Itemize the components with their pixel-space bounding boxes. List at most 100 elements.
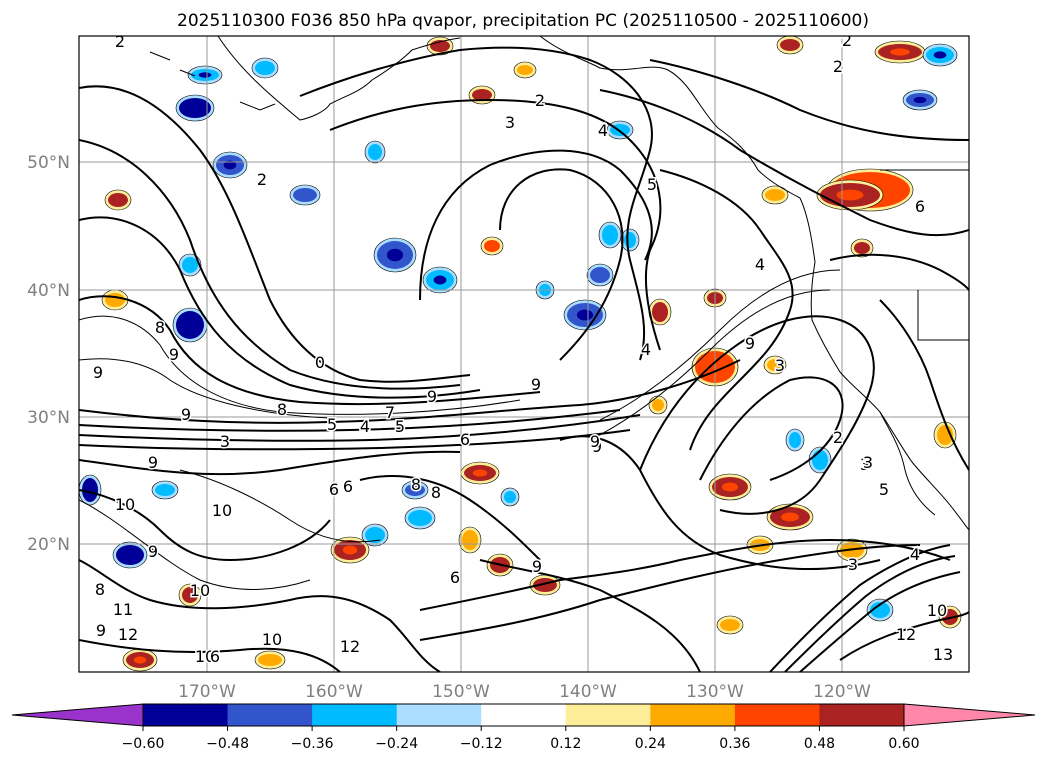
colorbar xyxy=(11,703,1036,727)
contour-line xyxy=(799,571,961,672)
precip-patch xyxy=(293,188,317,202)
precip-core xyxy=(472,469,488,477)
figure-title: 2025110300 F036 850 hPa qvapor, precipit… xyxy=(177,11,869,31)
colorbar-segment xyxy=(565,704,651,726)
lon-label: 120°W xyxy=(813,682,871,702)
colorbar-tick-label: 0.12 xyxy=(550,736,581,752)
precip-core xyxy=(721,482,739,492)
precip-core xyxy=(198,72,212,78)
contour-line xyxy=(839,611,969,661)
contour-label: 12 xyxy=(896,625,916,644)
contour-label: 3 xyxy=(505,113,515,132)
contour-line xyxy=(79,639,341,672)
coastlines xyxy=(149,36,969,531)
colorbar-tick-label: 0.36 xyxy=(719,736,750,752)
contour-label: 4 xyxy=(755,255,765,274)
contour-label: 9 xyxy=(148,542,158,561)
contour-label: 9 xyxy=(531,375,541,394)
colorbar-tick-label: 0.60 xyxy=(888,736,919,752)
contour-label: 8 xyxy=(155,318,165,337)
contour-label: 4 xyxy=(910,545,920,564)
precip-patch xyxy=(504,491,516,503)
precip-patch xyxy=(368,144,382,160)
contour-line xyxy=(639,315,875,515)
precip-patch xyxy=(854,242,870,254)
contour-label: 3 xyxy=(863,453,873,472)
contour-label: 3 xyxy=(775,356,785,375)
contour-label: 2 xyxy=(257,170,267,189)
precip-core xyxy=(836,189,864,201)
colorbar-tick-label: 0.48 xyxy=(804,736,835,752)
contour-label: 5 xyxy=(327,415,337,434)
contour-line xyxy=(329,98,662,351)
contour-line xyxy=(359,475,541,561)
qvapor-contours-thin xyxy=(79,269,841,590)
contour-label: 2 xyxy=(833,57,843,76)
contour-label: 13 xyxy=(933,645,953,664)
lat-label: 20°N xyxy=(27,535,70,555)
colorbar-segment xyxy=(650,704,736,726)
contour-label: 9 xyxy=(590,432,600,451)
contour-label: 5 xyxy=(395,417,405,436)
colorbar-tick-label: −0.24 xyxy=(375,736,418,752)
colorbar-segment xyxy=(227,704,313,726)
precip-patch xyxy=(405,484,425,496)
precip-core xyxy=(913,96,927,104)
contour-line xyxy=(79,359,741,424)
lon-label: 170°W xyxy=(178,682,236,702)
colorbar-tick-label: −0.60 xyxy=(122,736,165,752)
contour-label: 9 xyxy=(169,345,179,364)
precip-patch xyxy=(652,399,664,411)
contour-label: 9 xyxy=(592,437,602,456)
contour-label: 10 xyxy=(262,630,282,649)
precip-patch xyxy=(255,61,275,75)
contour-line xyxy=(419,538,951,611)
lon-label: 160°W xyxy=(305,682,363,702)
precip-patch xyxy=(182,587,198,603)
precip-patch xyxy=(462,530,478,550)
precip-patch xyxy=(408,510,432,526)
precip-patch xyxy=(155,484,175,496)
precip-patch xyxy=(258,654,282,666)
contour-line xyxy=(769,544,951,672)
contour-line xyxy=(599,89,969,237)
precip-patch xyxy=(720,619,740,631)
colorbar-segment xyxy=(312,704,398,726)
precip-patch xyxy=(82,478,98,502)
colorbar-segment xyxy=(819,704,905,726)
contour-line xyxy=(79,409,621,432)
contour-label: 5 xyxy=(647,175,657,194)
contour-label: 3 xyxy=(860,455,870,474)
contour-label: 9 xyxy=(427,387,437,406)
precip-core xyxy=(890,48,910,56)
precip-core xyxy=(576,309,594,321)
contour-line xyxy=(699,376,844,481)
contour-label: 11 xyxy=(113,600,133,619)
colorbar-segment xyxy=(396,704,482,726)
contour-line xyxy=(79,315,521,415)
lon-label: 140°W xyxy=(559,682,617,702)
contour-line xyxy=(79,450,461,476)
colorbar-segment xyxy=(143,704,229,726)
contour-label: 4 xyxy=(641,340,651,359)
contour-label: 8 xyxy=(277,400,287,419)
contour-line xyxy=(589,289,831,441)
precip-patch xyxy=(472,89,492,101)
lat-label: 40°N xyxy=(27,281,70,301)
aleutians xyxy=(149,51,276,111)
precip-patch xyxy=(812,450,828,470)
contour-line xyxy=(79,429,631,451)
colorbar-tick-label: −0.48 xyxy=(206,736,249,752)
lat-label: 30°N xyxy=(27,408,70,428)
precip-patch xyxy=(182,257,198,273)
colorbar-segment xyxy=(734,704,820,726)
contour-label: 10 xyxy=(115,495,135,514)
contour-label: 0 xyxy=(315,353,325,372)
precip-patch xyxy=(365,527,385,543)
contour-line xyxy=(299,46,653,361)
contour-label: 8 xyxy=(95,580,105,599)
contour-label: 9 xyxy=(181,405,191,424)
baja-coast xyxy=(879,411,936,516)
contour-label: 9 xyxy=(532,557,542,576)
colorbar-tick-label: −0.36 xyxy=(291,736,334,752)
